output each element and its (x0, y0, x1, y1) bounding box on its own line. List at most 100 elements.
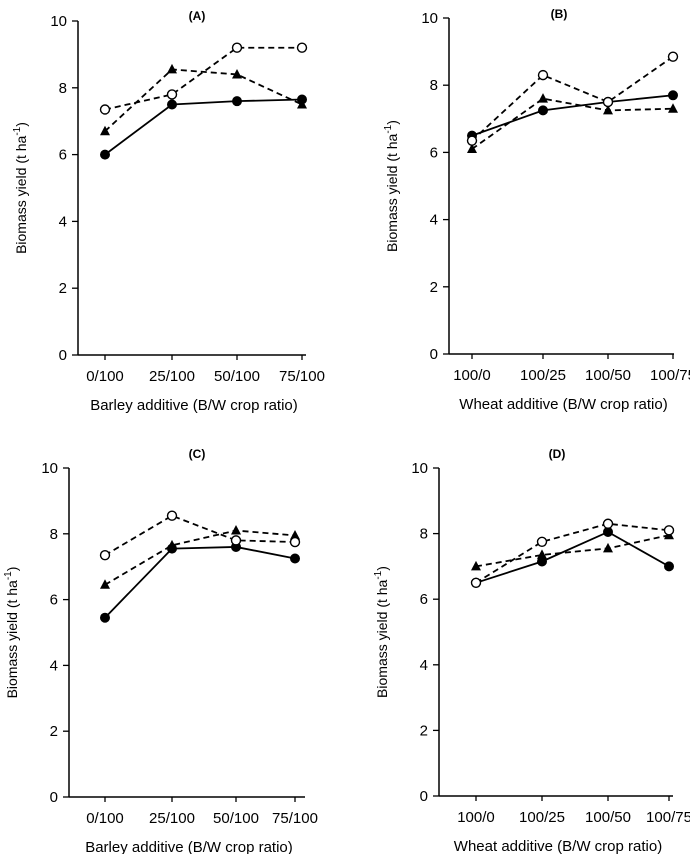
y-tick-label: 4 (430, 212, 438, 229)
y-tick-label: 4 (420, 657, 428, 674)
x-tick-label: 50/100 (214, 368, 260, 385)
y-tick-label: 4 (59, 213, 67, 230)
data-point-open-circle (602, 518, 614, 529)
data-point-filled-triangle (467, 143, 477, 154)
y-tick-label: 8 (59, 80, 67, 97)
x-tick-label: 100/50 (585, 809, 631, 826)
y-tick-label: 8 (50, 526, 58, 543)
y-tick-label: 2 (420, 722, 428, 739)
data-point-filled-triangle (290, 529, 300, 540)
x-axis-label: Barley additive (B/W crop ratio) (85, 839, 293, 854)
y-tick-label: 2 (50, 723, 58, 740)
y-tick-label: 0 (420, 788, 428, 805)
x-tick-label: 100/75 (650, 367, 690, 384)
data-point-open-circle (166, 510, 178, 521)
x-tick-label: 25/100 (149, 810, 195, 827)
y-tick-label: 6 (420, 591, 428, 608)
data-point-filled-circle (100, 612, 110, 623)
data-point-open-circle (99, 104, 111, 115)
panel-title: (B) (551, 7, 568, 21)
data-point-filled-circle (167, 99, 177, 110)
data-point-filled-circle (290, 553, 300, 564)
series-line-filled-circle (471, 94, 674, 137)
x-tick-label: 0/100 (86, 368, 124, 385)
data-point-open-circle (166, 89, 178, 100)
data-point-filled-circle (668, 90, 678, 101)
data-point-open-circle (536, 536, 548, 547)
x-tick-label: 100/0 (457, 809, 495, 826)
data-point-open-circle (667, 51, 679, 62)
y-axis-label: Biomass yield (t ha-1) (12, 122, 29, 254)
series-line-filled-circle (104, 546, 296, 619)
y-tick-label: 10 (411, 460, 428, 477)
x-tick-label: 0/100 (86, 810, 124, 827)
panel-3: 0 2 4 6 8 10 100/0 100/25 100/50 100/75 Wheat addi… (373, 447, 690, 854)
y-tick-label: 0 (50, 789, 58, 806)
x-tick-label: 100/25 (520, 367, 566, 384)
data-point-open-circle (602, 96, 614, 108)
data-point-filled-circle (538, 105, 548, 116)
x-tick-label: 25/100 (149, 368, 195, 385)
series-line-filled-triangle (104, 529, 296, 586)
y-tick-label: 8 (430, 77, 438, 94)
panel-1: 0 2 4 6 8 10 100/0 100/25 100/50 100/75 Wheat addi… (383, 7, 690, 413)
data-point-open-circle (296, 42, 308, 53)
panel-0: 0 2 4 6 8 10 0/100 25/100 50/100 75/100 Barley add… (12, 9, 325, 414)
panel-title: (C) (189, 447, 206, 461)
x-axis-label: Wheat additive (B/W crop ratio) (454, 838, 662, 854)
series-line-open-circle (471, 55, 674, 142)
x-tick-label: 100/75 (646, 809, 690, 826)
x-axis-label: Wheat additive (B/W crop ratio) (459, 396, 667, 413)
series-line-filled-triangle (104, 68, 303, 132)
x-axis-label: Barley additive (B/W crop ratio) (90, 397, 298, 414)
y-tick-label: 4 (50, 657, 58, 674)
series-line-open-circle (104, 514, 296, 556)
data-point-open-circle (470, 577, 482, 588)
y-tick-label: 10 (421, 10, 438, 27)
data-point-filled-triangle (231, 525, 241, 535)
y-tick-label: 6 (50, 592, 58, 609)
data-point-filled-circle (232, 96, 242, 107)
y-axis-label: Biomass yield (t ha-1) (3, 567, 20, 699)
series-line-open-circle (475, 522, 670, 584)
panel-title: (A) (189, 9, 206, 23)
data-point-open-circle (231, 42, 243, 53)
data-point-filled-circle (100, 149, 110, 160)
data-point-open-circle (230, 535, 242, 546)
panel-2: 0 2 4 6 8 10 0/100 25/100 50/100 75/100 Barley add… (3, 447, 318, 854)
data-point-open-circle (289, 536, 301, 548)
data-point-filled-triangle (167, 539, 177, 550)
data-point-open-circle (466, 135, 478, 146)
series-line-filled-circle (104, 98, 303, 156)
x-tick-label: 75/100 (279, 368, 325, 385)
x-tick-label: 100/25 (519, 809, 565, 826)
data-point-filled-triangle (232, 68, 242, 79)
data-point-filled-triangle (668, 103, 678, 113)
data-point-filled-triangle (538, 93, 548, 103)
data-point-filled-triangle (167, 63, 177, 74)
series-line-filled-circle (475, 530, 670, 584)
data-point-filled-triangle (603, 542, 613, 553)
x-tick-label: 75/100 (272, 810, 318, 827)
y-tick-label: 6 (430, 144, 438, 161)
series-line-filled-triangle (471, 97, 674, 150)
series-line-filled-triangle (475, 534, 670, 568)
data-point-filled-triangle (100, 579, 110, 589)
data-point-filled-triangle (297, 99, 307, 109)
data-point-filled-triangle (100, 125, 110, 136)
data-point-open-circle (537, 69, 549, 81)
y-tick-label: 2 (59, 280, 67, 297)
data-point-filled-triangle (471, 560, 481, 571)
series-line-open-circle (104, 46, 302, 111)
y-tick-label: 10 (50, 13, 67, 30)
x-tick-label: 100/50 (585, 367, 631, 384)
y-tick-label: 0 (430, 346, 438, 363)
data-point-filled-triangle (603, 104, 613, 115)
y-tick-label: 8 (420, 526, 428, 543)
y-tick-label: 6 (59, 147, 67, 164)
data-point-open-circle (663, 525, 675, 536)
y-tick-label: 0 (59, 347, 67, 364)
y-axis-label: Biomass yield (t ha-1) (373, 566, 390, 698)
panel-title: (D) (549, 447, 566, 461)
